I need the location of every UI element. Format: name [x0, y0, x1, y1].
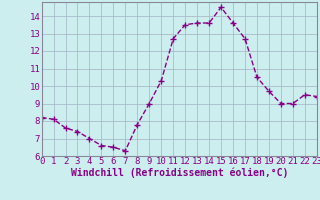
X-axis label: Windchill (Refroidissement éolien,°C): Windchill (Refroidissement éolien,°C) — [70, 168, 288, 178]
